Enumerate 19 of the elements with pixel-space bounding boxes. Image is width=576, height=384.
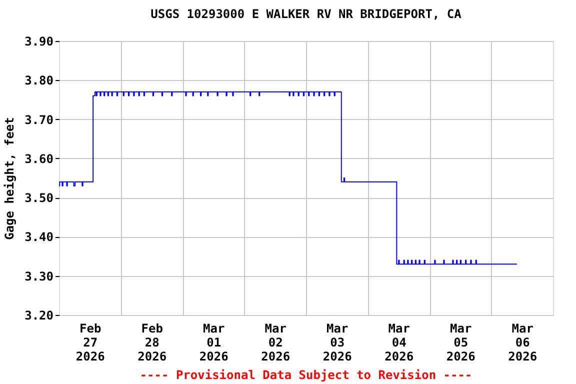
- x-tick-label: Mar 04 2026: [384, 322, 414, 364]
- y-tick-label: 3.20: [24, 308, 54, 322]
- x-tick-label: Feb 27 2026: [76, 322, 105, 364]
- y-tick-label: 3.90: [24, 34, 54, 48]
- x-tick-label: Feb 28 2026: [138, 322, 167, 364]
- y-tick-label: 3.80: [24, 74, 54, 88]
- y-axis-title: Gage height, feet: [2, 117, 17, 240]
- chart-title: USGS 10293000 E WALKER RV NR BRIDGEPORT, CA: [150, 7, 462, 21]
- y-tick-label: 3.30: [24, 269, 54, 284]
- y-tick-label: 3.60: [24, 152, 54, 166]
- x-tick-label: Mar 06 2026: [508, 322, 538, 364]
- x-tick-label: Mar 05 2026: [446, 322, 476, 364]
- y-tick-label: 3.40: [24, 230, 54, 244]
- x-tick-label: Mar 03 2026: [322, 322, 352, 364]
- text: ---- Provisional Data Subject to Revision ----: [140, 368, 472, 382]
- y-tick-label: 3.70: [24, 112, 54, 127]
- x-tick-label: Mar 02 2026: [261, 322, 290, 364]
- y-tick-label: 3.50: [24, 191, 54, 206]
- x-tick-label: Mar 01 2026: [199, 322, 228, 364]
